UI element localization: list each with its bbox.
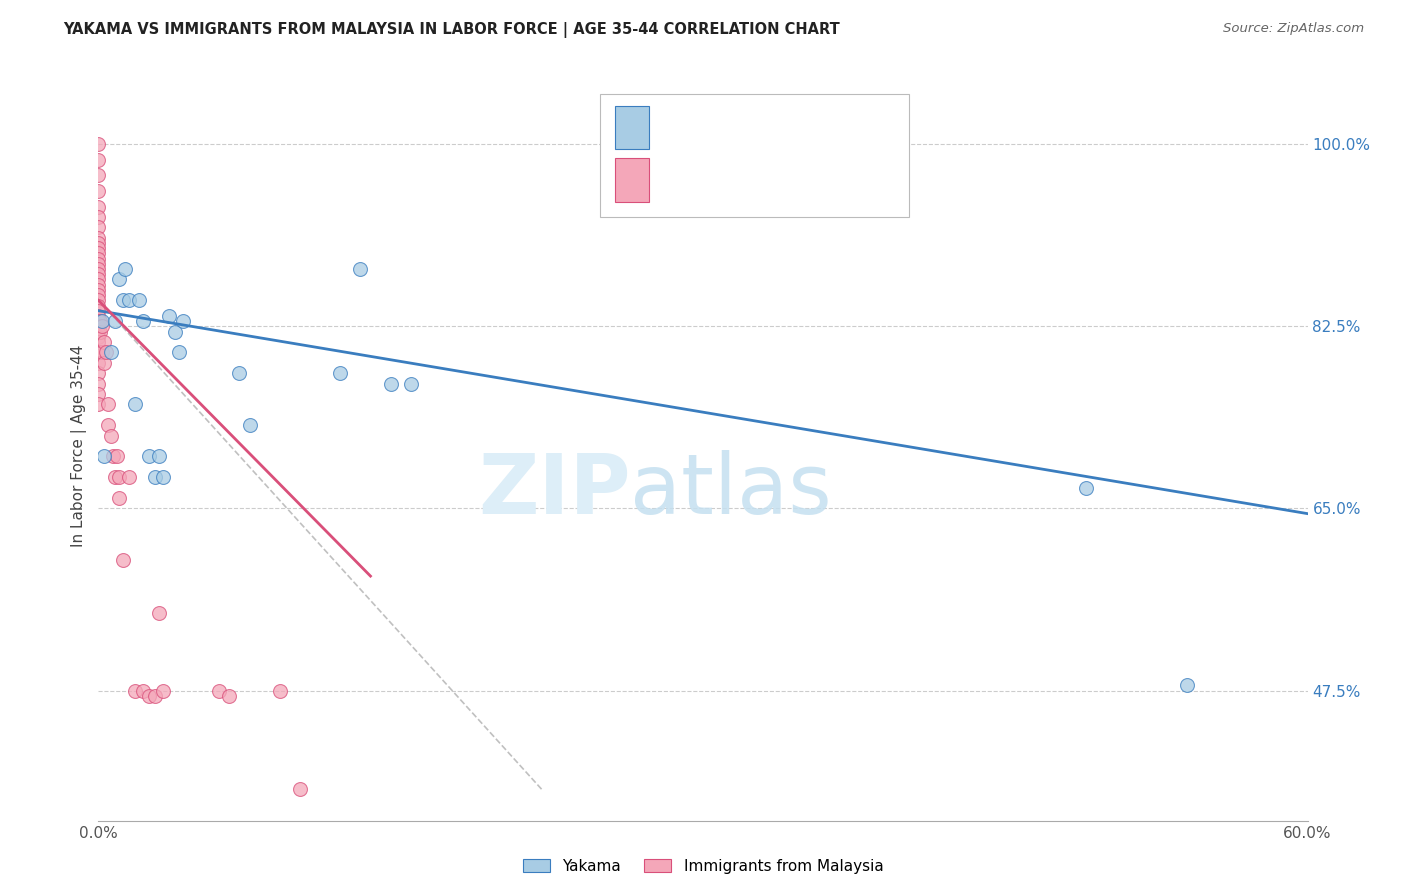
Point (107, 491, 129, 505)
Point (87, 288, 110, 302)
Point (100, 428, 122, 442)
Point (87, 314, 110, 328)
Point (87, 387, 110, 401)
Text: atlas: atlas (630, 450, 832, 532)
Point (163, 325, 186, 339)
Bar (614, 158, 648, 202)
Legend: Yakama, Immigrants from Malaysia: Yakama, Immigrants from Malaysia (516, 853, 890, 880)
Point (329, 366, 352, 380)
Point (87, 303, 110, 318)
Point (111, 293, 134, 308)
Point (87, 309, 110, 323)
Bar (614, 106, 648, 149)
Point (103, 314, 125, 328)
Point (107, 470, 129, 484)
Point (118, 470, 141, 484)
FancyBboxPatch shape (600, 94, 908, 218)
Point (87, 236, 110, 251)
Point (89, 325, 111, 339)
Point (103, 470, 125, 484)
Point (87, 257, 110, 271)
Point (101, 450, 124, 464)
Point (269, 683, 291, 698)
Point (87, 397, 110, 411)
Point (1175, 678, 1198, 692)
Point (87, 272, 110, 286)
Point (91, 319, 114, 334)
Point (87, 330, 110, 344)
Point (172, 314, 194, 328)
Point (87, 293, 110, 308)
Point (107, 272, 129, 286)
Point (152, 470, 174, 484)
Point (228, 366, 250, 380)
Text: R = -0.383   N = 27: R = -0.383 N = 27 (664, 120, 813, 135)
Point (87, 231, 110, 245)
Point (399, 376, 422, 391)
Point (91, 314, 114, 328)
Point (152, 683, 174, 698)
Point (148, 450, 170, 464)
Point (87, 319, 110, 334)
Point (87, 137, 110, 152)
Point (87, 241, 110, 255)
Point (91, 345, 114, 359)
Point (132, 314, 155, 328)
Point (118, 293, 141, 308)
Point (87, 262, 110, 277)
Point (93, 334, 115, 349)
Point (97, 418, 120, 433)
Point (124, 397, 146, 411)
Point (100, 345, 122, 359)
Point (87, 283, 110, 297)
Point (349, 262, 371, 277)
Point (87, 200, 110, 214)
Point (97, 397, 120, 411)
Point (105, 450, 128, 464)
Point (87, 277, 110, 292)
Point (87, 298, 110, 313)
Text: ZIP: ZIP (478, 450, 630, 532)
Point (87, 334, 110, 349)
Point (138, 450, 160, 464)
Point (93, 356, 115, 370)
Point (87, 153, 110, 167)
Point (218, 689, 240, 703)
Point (138, 689, 160, 703)
Point (124, 683, 146, 698)
Text: Source: ZipAtlas.com: Source: ZipAtlas.com (1223, 22, 1364, 36)
Point (96, 345, 118, 359)
Point (143, 470, 166, 484)
Point (87, 184, 110, 198)
Point (93, 450, 115, 464)
Text: YAKAMA VS IMMIGRANTS FROM MALAYSIA IN LABOR FORCE | AGE 35-44 CORRELATION CHART: YAKAMA VS IMMIGRANTS FROM MALAYSIA IN LA… (63, 22, 839, 38)
Point (87, 325, 110, 339)
Point (114, 262, 136, 277)
Point (89, 314, 111, 328)
Point (87, 220, 110, 235)
Point (87, 169, 110, 183)
Point (128, 293, 150, 308)
Point (239, 418, 262, 433)
Point (87, 366, 110, 380)
Point (288, 782, 311, 797)
Point (148, 606, 170, 620)
Point (143, 689, 166, 703)
Point (208, 683, 231, 698)
Point (87, 356, 110, 370)
Y-axis label: In Labor Force | Age 35-44: In Labor Force | Age 35-44 (72, 345, 87, 547)
Point (87, 345, 110, 359)
Point (87, 246, 110, 260)
Point (1074, 481, 1097, 495)
Point (380, 376, 402, 391)
Point (87, 376, 110, 391)
Point (157, 309, 180, 323)
Point (87, 268, 110, 282)
Text: R = -0.399   N = 61: R = -0.399 N = 61 (664, 172, 813, 187)
Point (87, 210, 110, 224)
Point (111, 553, 134, 567)
Point (87, 252, 110, 266)
Point (132, 683, 155, 698)
Point (167, 345, 190, 359)
